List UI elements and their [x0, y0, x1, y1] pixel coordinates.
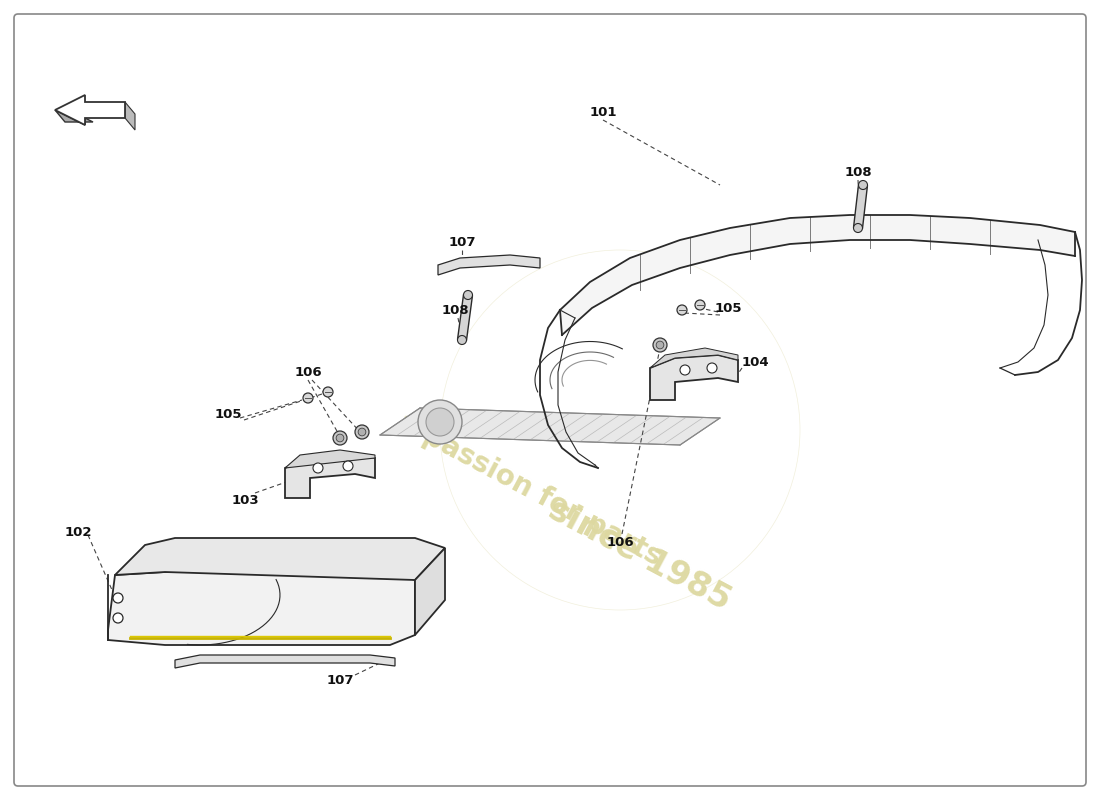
Circle shape: [458, 335, 466, 345]
Polygon shape: [175, 655, 395, 668]
Text: 107: 107: [327, 674, 354, 686]
FancyBboxPatch shape: [14, 14, 1086, 786]
Text: 103: 103: [231, 494, 258, 506]
Polygon shape: [116, 538, 446, 580]
Polygon shape: [854, 185, 868, 229]
Circle shape: [854, 223, 862, 233]
Circle shape: [343, 461, 353, 471]
Circle shape: [707, 363, 717, 373]
Polygon shape: [560, 215, 1075, 335]
Circle shape: [333, 431, 346, 445]
Text: 108: 108: [844, 166, 872, 178]
Text: 108: 108: [441, 303, 469, 317]
Polygon shape: [285, 450, 375, 468]
Polygon shape: [55, 110, 94, 125]
Polygon shape: [108, 572, 415, 645]
Circle shape: [323, 387, 333, 397]
Text: 101: 101: [590, 106, 617, 118]
Text: 107: 107: [449, 235, 475, 249]
Polygon shape: [125, 102, 135, 130]
Text: 106: 106: [294, 366, 322, 378]
Circle shape: [858, 181, 868, 190]
Circle shape: [653, 338, 667, 352]
Circle shape: [355, 425, 368, 439]
Text: 102: 102: [64, 526, 91, 538]
Polygon shape: [415, 548, 446, 635]
Polygon shape: [650, 348, 738, 368]
Polygon shape: [438, 255, 540, 275]
Circle shape: [359, 428, 366, 436]
Circle shape: [113, 593, 123, 603]
Text: a passion for parts: a passion for parts: [393, 409, 667, 571]
Text: 105: 105: [214, 409, 242, 422]
Text: 104: 104: [741, 357, 769, 370]
Polygon shape: [458, 294, 473, 341]
Polygon shape: [379, 408, 720, 445]
Polygon shape: [285, 454, 375, 498]
Circle shape: [463, 290, 473, 299]
Circle shape: [426, 408, 454, 436]
Circle shape: [695, 300, 705, 310]
Text: 105: 105: [714, 302, 741, 314]
Polygon shape: [55, 95, 125, 125]
Text: since 1985: since 1985: [543, 493, 737, 617]
Polygon shape: [650, 355, 738, 400]
Text: 106: 106: [606, 535, 634, 549]
Circle shape: [337, 434, 344, 442]
Circle shape: [418, 400, 462, 444]
Circle shape: [656, 341, 664, 349]
Circle shape: [113, 613, 123, 623]
Circle shape: [676, 305, 688, 315]
Circle shape: [302, 393, 313, 403]
Circle shape: [314, 463, 323, 473]
Circle shape: [680, 365, 690, 375]
